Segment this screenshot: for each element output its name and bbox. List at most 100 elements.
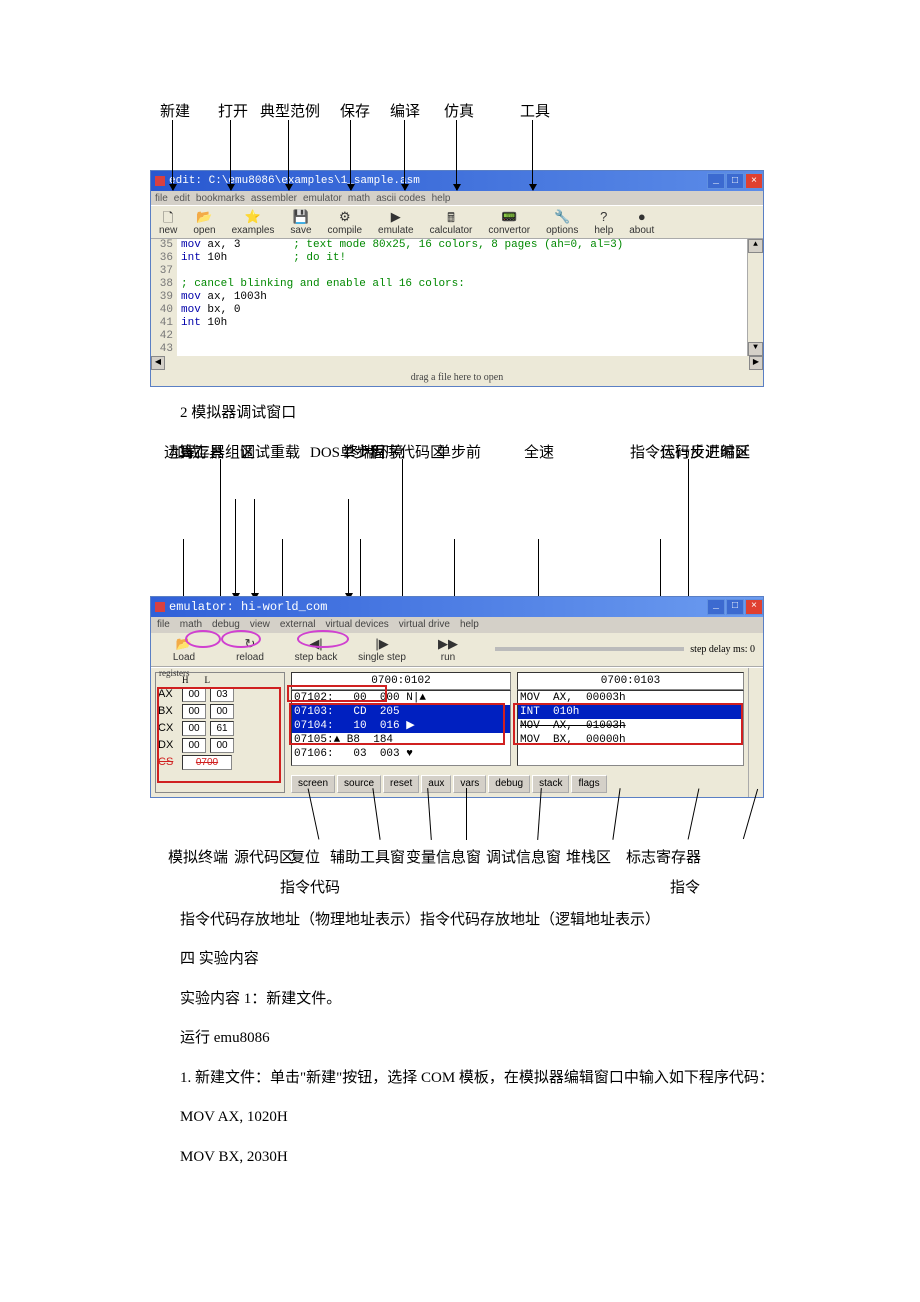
btn-debug[interactable]: debug	[488, 775, 530, 793]
red-addr1	[287, 685, 387, 702]
statusbar: drag a file here to open	[151, 370, 763, 386]
label-tools: 工具	[520, 100, 550, 121]
code-area: 353637383940414243 mov ax, 3 ; text mode…	[151, 239, 763, 356]
maximize-button[interactable]: □	[726, 173, 744, 189]
menu-emulator[interactable]: emulator	[303, 193, 342, 204]
emulator-window: emulator: hi-world_com _ □ × file math d…	[150, 596, 764, 798]
editor-menubar: file edit bookmarks assembler emulator m…	[151, 191, 763, 205]
red-code	[289, 703, 505, 745]
minimize-button[interactable]: _	[707, 173, 725, 189]
menu-bookmarks[interactable]: bookmarks	[196, 193, 245, 204]
btn-label-7: 标志寄存器	[626, 846, 701, 867]
tool-save[interactable]: 💾save	[282, 207, 319, 238]
emu-tool-single step[interactable]: |▶single step	[349, 634, 415, 665]
tool-options[interactable]: 🔧options	[538, 207, 586, 238]
emu-menu-math[interactable]: math	[180, 619, 202, 630]
emu-top-labels: 寄存器组区 程序代码区 代码反汇编区 运算工具 调试 DOS 终端环境 加载 重…	[150, 441, 780, 596]
emu-title: emulator: hi-world_com	[169, 600, 327, 614]
tool-help[interactable]: ?help	[586, 207, 621, 238]
btn-source[interactable]: source	[337, 775, 381, 793]
emu-button-row: screensourceresetauxvarsdebugstackflags	[291, 775, 607, 793]
btn-label-6: 堆栈区	[566, 846, 611, 867]
btn-label-1: 源代码区	[234, 846, 294, 867]
emu-menu-external[interactable]: external	[280, 619, 316, 630]
close-button[interactable]: ×	[745, 173, 763, 189]
emu-maximize[interactable]: □	[726, 599, 744, 615]
emu-menu-vdrive[interactable]: virtual drive	[399, 619, 450, 630]
tool-new[interactable]: 🗋new	[151, 207, 185, 238]
circle-debug	[221, 630, 261, 648]
tool-calculator[interactable]: 🖩calculator	[422, 207, 481, 238]
editor-toolbar: 🗋new📂open⭐examples💾save⚙compile▶emulate🖩…	[151, 205, 763, 239]
label-instr: 指令	[670, 876, 700, 897]
editor-title: edit: C:\emu8086\examples\1_sample.asm	[169, 175, 420, 187]
tool-about[interactable]: ●about	[621, 207, 662, 238]
btn-stack[interactable]: stack	[532, 775, 569, 793]
menu-help[interactable]: help	[432, 193, 451, 204]
emu-menu-view[interactable]: view	[250, 619, 270, 630]
emu-menu-help[interactable]: help	[460, 619, 479, 630]
tool-examples[interactable]: ⭐examples	[224, 207, 283, 238]
label-reload: 重载	[270, 441, 300, 462]
label-debug: 调试	[240, 441, 270, 462]
emu-titlebar: emulator: hi-world_com _ □ ×	[151, 597, 763, 617]
section-4: 四 实验内容	[150, 947, 780, 973]
circle-external	[297, 630, 349, 648]
btn-vars[interactable]: vars	[453, 775, 486, 793]
emu-menu-vdev[interactable]: virtual devices	[325, 619, 388, 630]
emu-tool-run[interactable]: ▶▶run	[415, 634, 481, 665]
emu-minimize[interactable]: _	[707, 599, 725, 615]
label-new: 新建	[160, 100, 190, 121]
code-mov-bx: MOV BX, 2030H	[180, 1145, 780, 1171]
emu-close[interactable]: ×	[745, 599, 763, 615]
menu-edit[interactable]: edit	[174, 193, 190, 204]
circle-math	[185, 630, 221, 648]
red-disasm	[513, 703, 743, 745]
red-registers	[157, 687, 281, 783]
label-stepfwd: 单步前	[436, 441, 481, 462]
label-instr-code: 指令代码	[280, 876, 340, 897]
btn-label-5: 调试信息窗	[486, 846, 561, 867]
menu-math[interactable]: math	[348, 193, 370, 204]
emu-scrollbar[interactable]	[748, 668, 763, 797]
hscrollbar[interactable]: ◀ ▶	[151, 356, 763, 370]
run-emu: 运行 emu8086	[150, 1026, 780, 1052]
menu-ascii[interactable]: ascii codes	[376, 193, 425, 204]
btn-label-4: 变量信息窗	[406, 846, 481, 867]
btn-screen[interactable]: screen	[291, 775, 335, 793]
label-save: 保存	[340, 100, 370, 121]
menu-assembler[interactable]: assembler	[251, 193, 297, 204]
emu-menu-debug[interactable]: debug	[212, 619, 240, 630]
editor-window: edit: C:\emu8086\examples\1_sample.asm _…	[150, 170, 764, 387]
label-emulate: 仿真	[444, 100, 474, 121]
emu-menu-file[interactable]: file	[157, 619, 170, 630]
addr-logical: 0700:0103	[517, 672, 744, 690]
tool-compile[interactable]: ⚙compile	[320, 207, 370, 238]
vscrollbar[interactable]: ▲ ▼	[747, 239, 763, 356]
code-mov-ax: MOV AX, 1020H	[180, 1105, 780, 1131]
btn-aux[interactable]: aux	[421, 775, 451, 793]
btn-label-2: 复位	[290, 846, 320, 867]
tool-convertor[interactable]: 📟convertor	[480, 207, 538, 238]
btn-flags[interactable]: flags	[571, 775, 606, 793]
label-run: 全速	[524, 441, 554, 462]
menu-file[interactable]: file	[155, 193, 168, 204]
exp-content-1: 实验内容 1：新建文件。	[150, 987, 780, 1013]
label-load: 加载	[170, 441, 200, 462]
label-stepback: 单步后	[340, 441, 385, 462]
editor-labels: 新建 打开 典型范例 保存 编译 仿真 工具	[150, 100, 780, 170]
line-gutter: 353637383940414243	[151, 239, 177, 356]
label-delay: 指令运行步进时延	[630, 441, 750, 462]
emu-bottom-labels: 模拟终端源代码区复位辅助工具窗变量信息窗调试信息窗堆栈区标志寄存器 指令代码 指…	[150, 804, 780, 894]
code-lines[interactable]: mov ax, 3 ; text mode 80x25, 16 colors, …	[177, 239, 747, 356]
emu-app-icon	[155, 602, 165, 612]
label-examples: 典型范例	[260, 100, 320, 121]
delay-slider[interactable]: step delay ms: 0	[481, 644, 763, 655]
step-1: 1. 新建文件：单击"新建"按钮，选择 COM 模板，在模拟器编辑窗口中输入如下…	[150, 1066, 780, 1092]
app-icon	[155, 176, 165, 186]
label-open: 打开	[218, 100, 248, 121]
tool-emulate[interactable]: ▶emulate	[370, 207, 422, 238]
btn-reset[interactable]: reset	[383, 775, 419, 793]
tool-open[interactable]: 📂open	[185, 207, 223, 238]
btn-label-3: 辅助工具窗	[330, 846, 405, 867]
